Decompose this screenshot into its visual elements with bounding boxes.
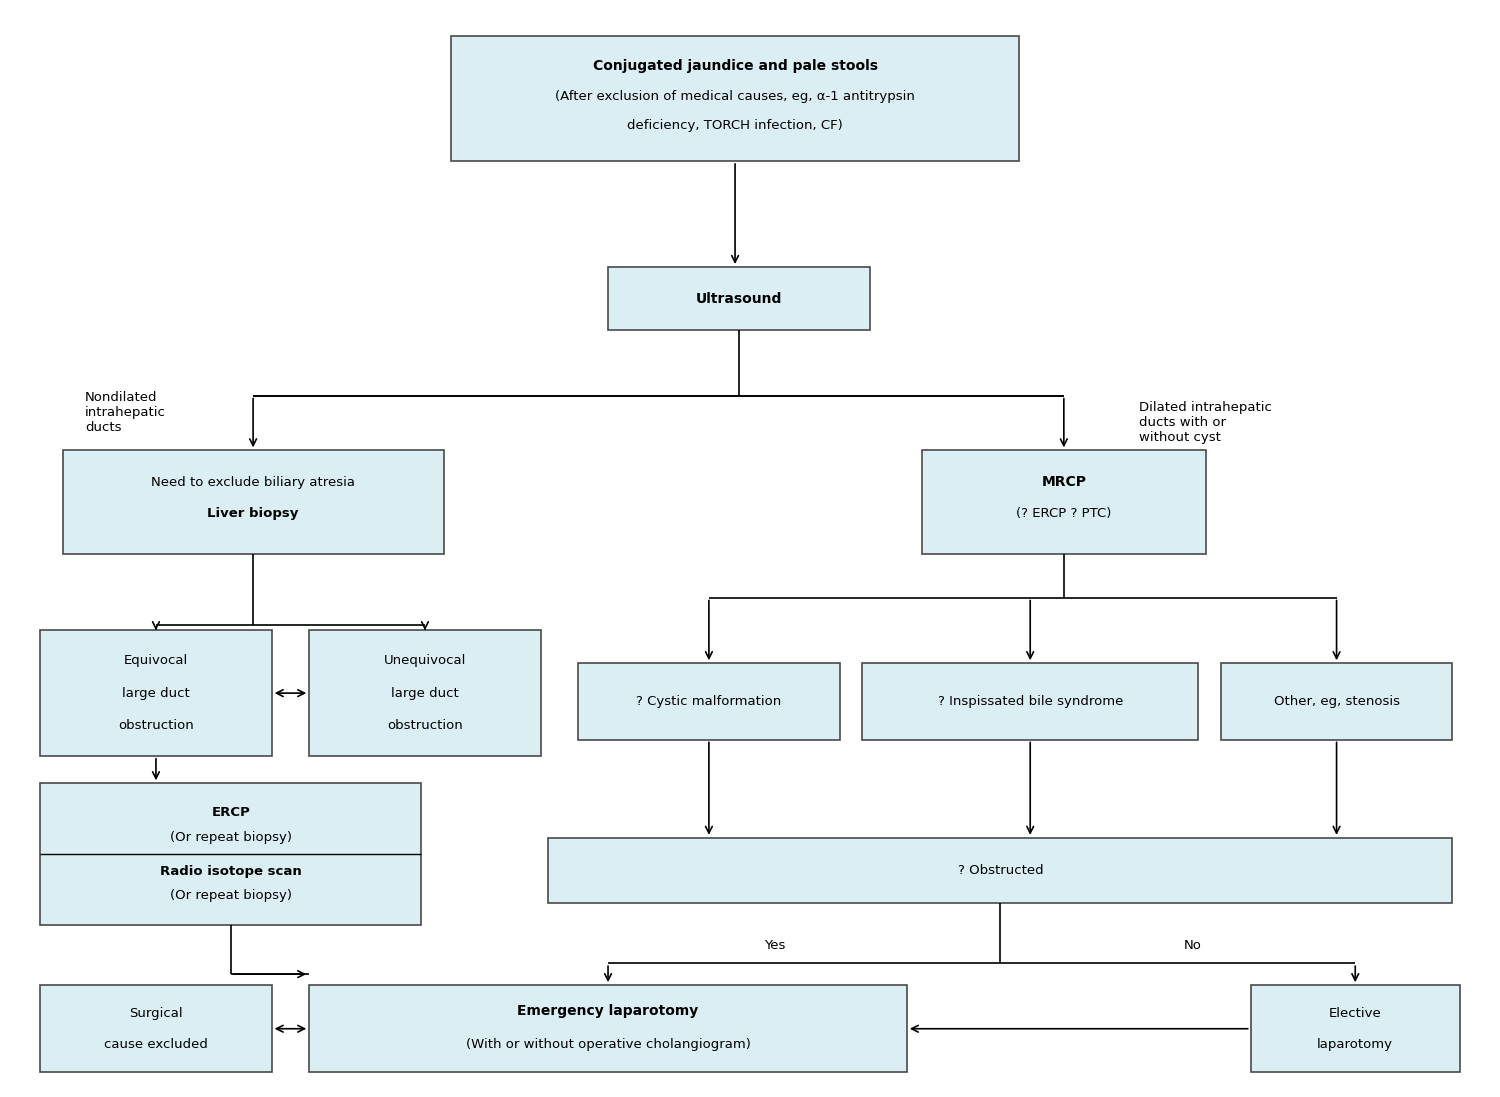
FancyBboxPatch shape <box>309 985 908 1073</box>
Text: ? Obstructed: ? Obstructed <box>957 864 1042 877</box>
Text: Conjugated jaundice and pale stools: Conjugated jaundice and pale stools <box>592 58 878 72</box>
Text: No: No <box>1184 939 1202 952</box>
Text: ? Cystic malformation: ? Cystic malformation <box>636 694 782 708</box>
Text: cause excluded: cause excluded <box>104 1038 209 1051</box>
Text: Emergency laparotomy: Emergency laparotomy <box>518 1004 699 1018</box>
Text: Nondilated
intrahepatic
ducts: Nondilated intrahepatic ducts <box>86 391 166 433</box>
Text: Radio isotope scan: Radio isotope scan <box>160 864 302 878</box>
FancyBboxPatch shape <box>922 450 1206 554</box>
Text: laparotomy: laparotomy <box>1317 1038 1394 1051</box>
Text: ERCP: ERCP <box>211 806 250 819</box>
FancyBboxPatch shape <box>1251 985 1460 1073</box>
Text: Unequivocal: Unequivocal <box>384 654 466 667</box>
FancyBboxPatch shape <box>309 631 542 756</box>
Text: (After exclusion of medical causes, eg, α-1 antitrypsin: (After exclusion of medical causes, eg, … <box>555 90 915 103</box>
Text: (With or without operative cholangiogram): (With or without operative cholangiogram… <box>465 1038 750 1051</box>
FancyBboxPatch shape <box>452 35 1019 161</box>
Text: Other, eg, stenosis: Other, eg, stenosis <box>1274 694 1400 708</box>
FancyBboxPatch shape <box>578 663 840 739</box>
Text: large duct: large duct <box>122 687 190 700</box>
FancyBboxPatch shape <box>40 783 422 925</box>
Text: obstruction: obstruction <box>118 720 194 733</box>
FancyBboxPatch shape <box>63 450 444 554</box>
Text: Liver biopsy: Liver biopsy <box>207 507 298 520</box>
Text: MRCP: MRCP <box>1041 475 1086 489</box>
Text: Equivocal: Equivocal <box>124 654 188 667</box>
FancyBboxPatch shape <box>862 663 1198 739</box>
Text: Need to exclude biliary atresia: Need to exclude biliary atresia <box>152 476 356 489</box>
Text: Yes: Yes <box>764 939 784 952</box>
Text: Dilated intrahepatic
ducts with or
without cyst: Dilated intrahepatic ducts with or witho… <box>1138 402 1272 444</box>
FancyBboxPatch shape <box>608 267 870 330</box>
FancyBboxPatch shape <box>40 631 272 756</box>
FancyBboxPatch shape <box>1221 663 1452 739</box>
Text: Ultrasound: Ultrasound <box>696 292 782 306</box>
Text: deficiency, TORCH infection, CF): deficiency, TORCH infection, CF) <box>627 120 843 132</box>
Text: ? Inspissated bile syndrome: ? Inspissated bile syndrome <box>938 694 1124 708</box>
FancyBboxPatch shape <box>40 985 272 1073</box>
Text: Elective: Elective <box>1329 1007 1382 1020</box>
Text: large duct: large duct <box>392 687 459 700</box>
Text: obstruction: obstruction <box>387 720 464 733</box>
Text: (Or repeat biopsy): (Or repeat biopsy) <box>170 830 291 844</box>
Text: Surgical: Surgical <box>129 1007 183 1020</box>
FancyBboxPatch shape <box>549 838 1452 903</box>
Text: (Or repeat biopsy): (Or repeat biopsy) <box>170 889 291 902</box>
Text: (? ERCP ? PTC): (? ERCP ? PTC) <box>1016 507 1112 520</box>
